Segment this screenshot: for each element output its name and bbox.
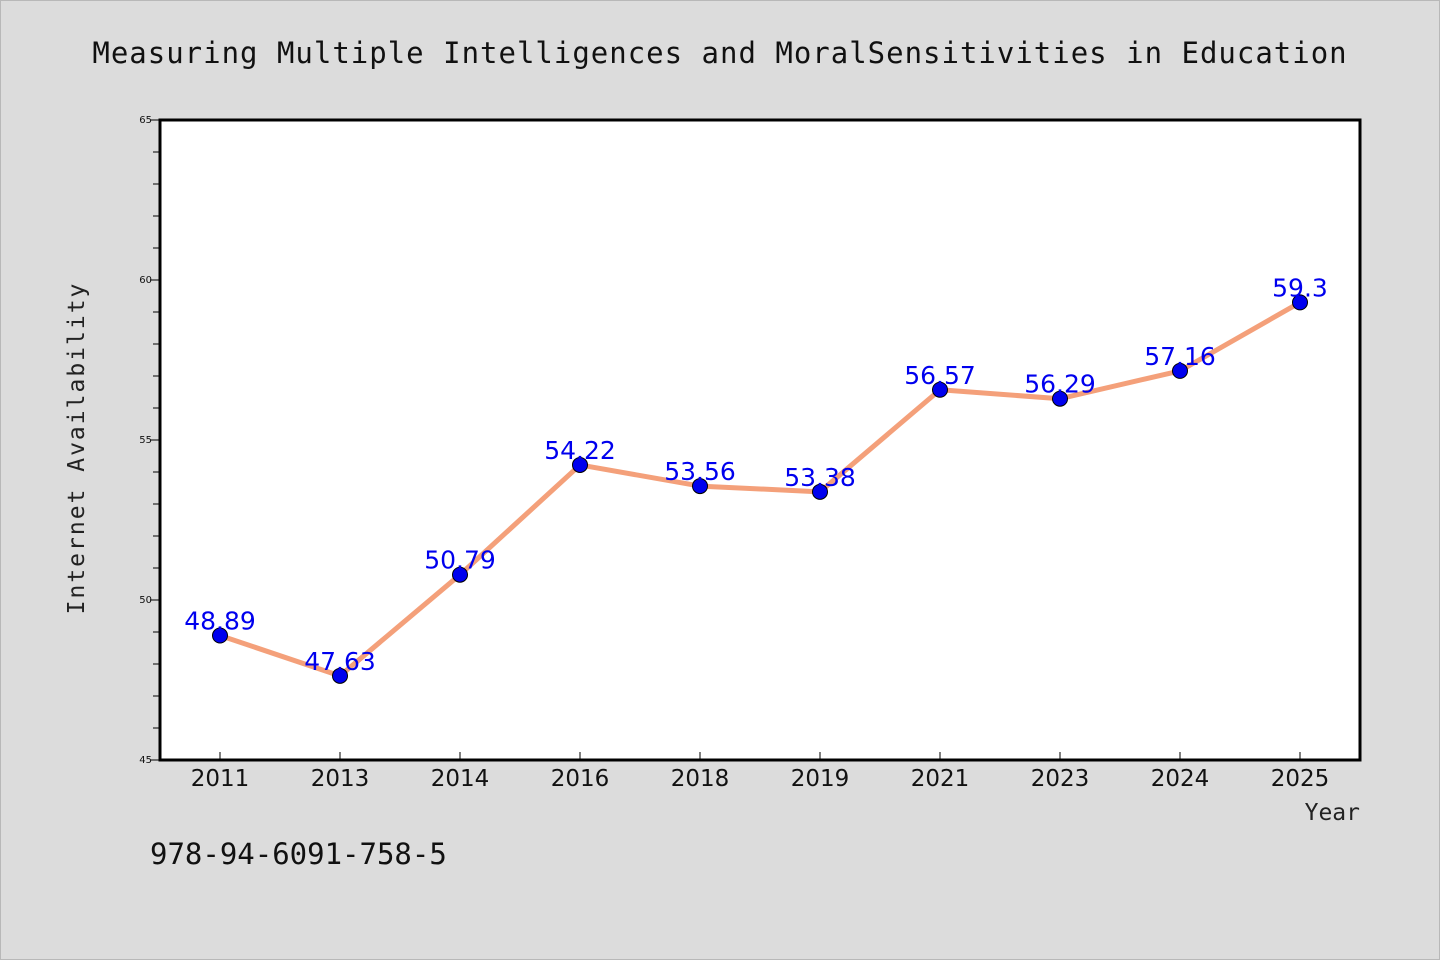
data-label: 53.38 <box>784 463 856 492</box>
x-tick-label: 2024 <box>1151 766 1210 792</box>
x-tick-label: 2019 <box>791 766 850 792</box>
data-label: 48.89 <box>184 607 256 636</box>
y-tick-label: 60 <box>139 275 152 286</box>
x-tick-label: 2018 <box>671 766 730 792</box>
data-point <box>1292 294 1308 311</box>
isbn-annotation: 978-94-6091-758-5 <box>150 837 447 871</box>
y-axis: 45 50 55 60 65 <box>139 115 160 766</box>
data-point <box>332 667 348 684</box>
data-label: 50.79 <box>424 546 496 575</box>
plot-area <box>158 118 1362 762</box>
y-tick-label: 55 <box>139 435 152 446</box>
y-tick-label: 50 <box>139 595 152 606</box>
data-labels: 48.89 47.63 50.79 54.22 53.56 53.38 56.57 56.29… <box>184 273 1328 675</box>
x-tick-label: 2016 <box>551 766 610 792</box>
series-layer <box>212 294 1308 684</box>
data-point <box>1172 362 1188 379</box>
x-tick-label: 2014 <box>431 766 490 792</box>
x-tick-label: 2021 <box>911 766 970 792</box>
data-point <box>692 478 708 495</box>
data-point <box>1052 390 1068 407</box>
data-label: 57.16 <box>1144 342 1216 371</box>
x-axis-label: Year <box>1305 800 1360 826</box>
x-tick-label: 2013 <box>311 766 370 792</box>
data-point <box>572 456 588 473</box>
data-label: 59.3 <box>1272 273 1328 302</box>
data-label: 47.63 <box>304 647 376 676</box>
x-tick-label: 2011 <box>191 766 250 792</box>
data-point <box>212 627 228 644</box>
y-axis-label: Internet Availability <box>64 282 90 615</box>
chart-title: Measuring Multiple Intelligences and Mor… <box>92 36 1347 70</box>
series-line <box>217 299 1303 679</box>
data-label: 56.29 <box>1024 370 1096 399</box>
y-tick-label: 45 <box>139 755 152 766</box>
data-point <box>452 566 468 583</box>
data-point <box>932 381 948 398</box>
data-point <box>812 483 828 500</box>
x-tick-label: 2025 <box>1271 766 1330 792</box>
y-tick-label: 65 <box>139 115 152 126</box>
data-label: 54.22 <box>544 436 616 465</box>
data-label: 53.56 <box>664 457 736 486</box>
x-tick-label: 2023 <box>1031 766 1090 792</box>
x-axis: 2011 2013 2014 2016 2018 2019 2021 2023 2024 2025 <box>191 752 1330 792</box>
data-label: 56.57 <box>904 361 976 390</box>
